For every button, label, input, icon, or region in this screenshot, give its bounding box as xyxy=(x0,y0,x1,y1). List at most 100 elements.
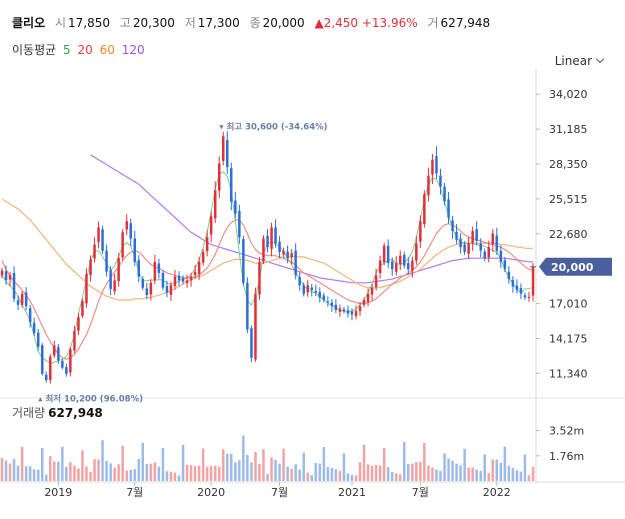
candle-body xyxy=(515,285,519,291)
candle-body xyxy=(342,309,346,312)
volume-bar xyxy=(53,461,56,481)
candle-body xyxy=(471,231,474,244)
volume-bar xyxy=(218,466,221,481)
volume-bar xyxy=(499,462,503,481)
volume-bar xyxy=(415,462,418,481)
volume-bar xyxy=(145,464,149,481)
candle-body xyxy=(157,263,161,273)
volume-bar xyxy=(37,469,40,481)
volume-bar xyxy=(435,469,438,481)
candle-body xyxy=(282,250,285,255)
candle-body xyxy=(270,227,273,249)
volume-bar xyxy=(419,461,422,481)
volume-bar xyxy=(93,459,96,481)
volume-bar xyxy=(366,464,370,481)
candle-body xyxy=(242,239,245,283)
volume-bar xyxy=(173,472,177,481)
x-tick-label: 2020 xyxy=(197,486,225,499)
candle-body xyxy=(278,241,281,252)
volume-bar xyxy=(391,472,394,481)
volume-bar xyxy=(109,463,112,481)
candle-body xyxy=(479,243,482,251)
candle-body xyxy=(306,285,309,293)
volume-bar xyxy=(105,460,108,481)
candle-body xyxy=(258,261,261,295)
y-tick-label: 17,010 xyxy=(549,298,588,311)
volume-value: 627,948 xyxy=(440,16,491,30)
volume-bar xyxy=(0,458,4,481)
current-price-label: 20,000 xyxy=(551,261,594,274)
ma-5-legend[interactable]: 5 xyxy=(63,43,71,57)
candle-body xyxy=(354,311,358,317)
volume-bar xyxy=(226,453,229,481)
candle-body xyxy=(197,261,201,275)
volume-bar xyxy=(149,463,153,481)
candle-body xyxy=(153,261,157,281)
candle-body xyxy=(310,287,313,291)
candle-body xyxy=(274,227,277,244)
candle-body xyxy=(85,274,88,304)
volume-bar xyxy=(165,471,169,481)
scale-selector[interactable]: Linear xyxy=(554,54,605,68)
ma-120-line xyxy=(90,154,533,284)
moving-average-label: 이동평균 xyxy=(12,43,57,57)
volume-bar xyxy=(4,460,8,481)
volume-bar xyxy=(302,452,305,481)
ma-120-legend[interactable]: 120 xyxy=(121,43,145,57)
candle-body xyxy=(451,220,454,232)
volume-bar xyxy=(28,466,32,481)
candle-body xyxy=(125,221,128,230)
candle-body xyxy=(8,275,12,280)
volume-bar xyxy=(298,469,301,481)
volume-bar xyxy=(20,446,24,481)
candle-body xyxy=(218,163,221,191)
candle-body xyxy=(439,175,442,187)
ma-20-legend[interactable]: 20 xyxy=(77,43,93,57)
candle-body xyxy=(81,301,84,316)
candle-body xyxy=(334,304,338,310)
volume-bar xyxy=(326,466,330,481)
open-label: 시 xyxy=(54,16,66,30)
candle-body xyxy=(129,223,132,239)
candle-body xyxy=(214,190,217,219)
candle-body xyxy=(20,293,24,305)
volume-bar xyxy=(270,457,273,481)
volume-bar xyxy=(69,462,72,481)
volume-bar xyxy=(334,469,338,481)
scale-label: Linear xyxy=(554,54,592,68)
candle-body xyxy=(41,345,44,374)
candle-body xyxy=(435,156,438,174)
ma-60-legend[interactable]: 60 xyxy=(99,43,115,57)
candle-body xyxy=(12,273,16,299)
candle-body xyxy=(290,253,293,258)
x-tick-label: 2021 xyxy=(338,486,366,499)
volume-panel-title: 거래량 627,948 xyxy=(12,404,103,421)
candle-body xyxy=(302,285,305,294)
candle-body xyxy=(189,276,193,281)
volume-bar xyxy=(338,471,342,481)
volume-bar xyxy=(427,465,430,481)
candle-body xyxy=(193,271,197,275)
volume-bar xyxy=(382,448,386,481)
volume-bar xyxy=(32,469,36,481)
volume-bar xyxy=(238,460,241,481)
volume-bar xyxy=(342,453,346,481)
volume-bar xyxy=(370,465,374,481)
candle-body xyxy=(330,302,334,307)
y-tick-label: 11,340 xyxy=(549,367,588,380)
volume-bar xyxy=(234,462,237,481)
volume-bar xyxy=(507,465,511,481)
x-tick-label: 7월 xyxy=(126,486,143,499)
volume-bar xyxy=(12,458,16,481)
volume-bar xyxy=(141,442,144,481)
volume-bar xyxy=(61,446,64,481)
candle-body xyxy=(101,229,104,251)
candle-body xyxy=(16,300,20,305)
volume-bar xyxy=(362,444,366,481)
volume-bar xyxy=(443,453,446,481)
volume-bar xyxy=(519,471,523,481)
candle-body xyxy=(230,168,233,202)
candle-body xyxy=(322,295,326,300)
candle-body xyxy=(137,260,140,277)
